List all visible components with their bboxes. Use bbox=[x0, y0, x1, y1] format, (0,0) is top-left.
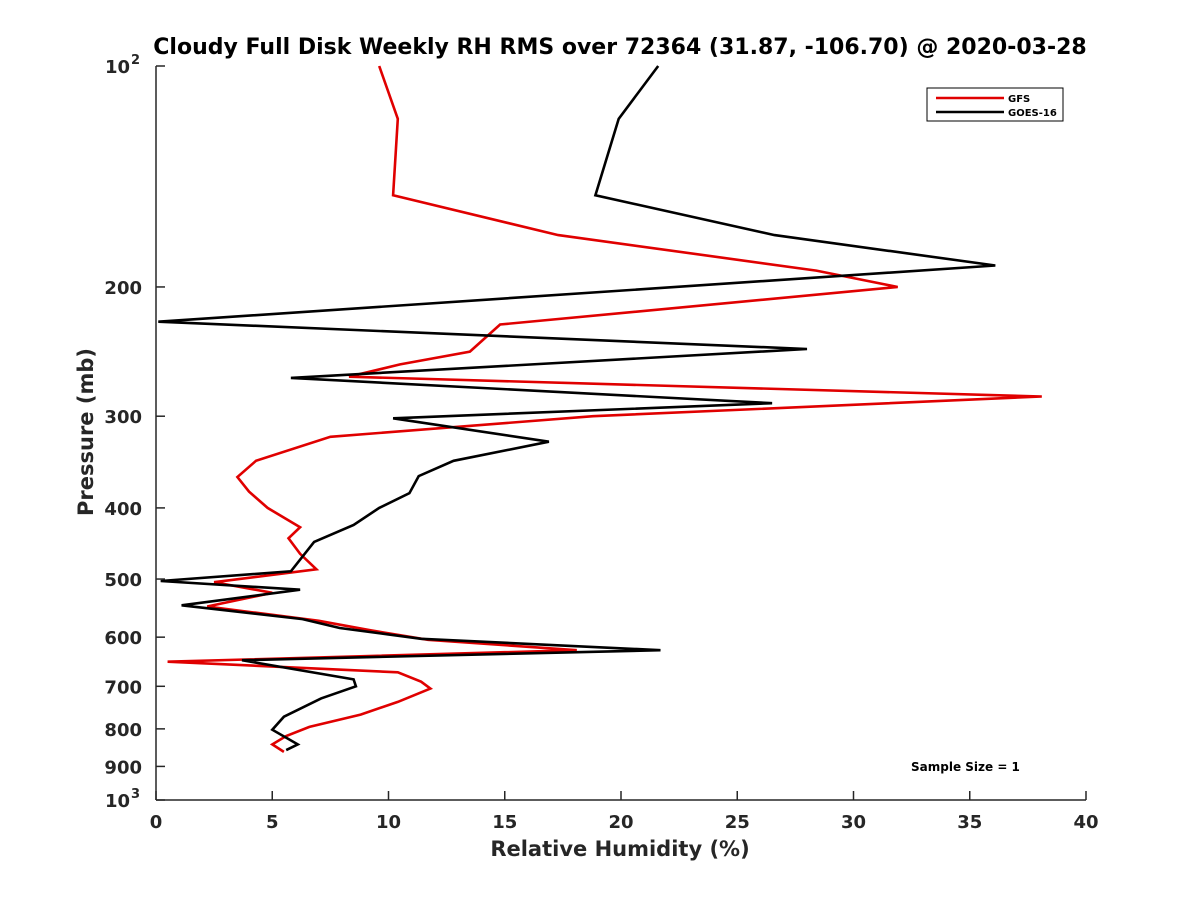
y-tick-label: 400 bbox=[104, 499, 142, 520]
x-tick-label: 0 bbox=[150, 812, 163, 833]
y-tick-label: 10 bbox=[105, 57, 130, 78]
legend-label-gfs: GFS bbox=[1008, 94, 1030, 105]
x-axis-label: Relative Humidity (%) bbox=[490, 837, 749, 861]
series-line-gfs bbox=[167, 65, 1042, 753]
plot-area: 0 5 10 15 20 25 30 35 40 10 220030040050060070080… bbox=[104, 53, 1098, 833]
y-axis-label: Pressure (mb) bbox=[74, 348, 98, 516]
legend-box bbox=[926, 87, 1064, 122]
y-tick-label: 300 bbox=[104, 407, 142, 428]
x-tick-label: 30 bbox=[841, 812, 866, 833]
y-tick-label: 500 bbox=[104, 570, 142, 591]
legend: GFS GOES-16 bbox=[926, 87, 1064, 122]
y-tick-label: 600 bbox=[104, 628, 142, 649]
x-tick-label: 5 bbox=[266, 812, 279, 833]
x-tick-label: 10 bbox=[376, 812, 401, 833]
sample-size-annotation: Sample Size = 1 bbox=[911, 760, 1020, 774]
series-layer bbox=[158, 65, 1042, 753]
legend-label-goes16: GOES-16 bbox=[1008, 108, 1057, 119]
y-tick-label: 800 bbox=[104, 720, 142, 741]
x-tick-label: 20 bbox=[608, 812, 633, 833]
x-tick-label: 15 bbox=[492, 812, 517, 833]
series-line-goes16 bbox=[158, 65, 996, 752]
x-tick-label: 40 bbox=[1073, 812, 1098, 833]
y-tick-label: 200 bbox=[104, 278, 142, 299]
y-tick-label: 10 bbox=[105, 791, 130, 812]
x-tick-label: 25 bbox=[725, 812, 750, 833]
y-tick-label: 700 bbox=[104, 677, 142, 698]
y-tick-label-exponent: 3 bbox=[131, 787, 140, 802]
x-tick-label: 35 bbox=[957, 812, 982, 833]
x-axis: 0 5 10 15 20 25 30 35 40 bbox=[150, 791, 1099, 833]
y-tick-label-exponent: 2 bbox=[131, 53, 140, 68]
chart-title: Cloudy Full Disk Weekly RH RMS over 7236… bbox=[153, 35, 1086, 60]
y-tick-label: 900 bbox=[104, 757, 142, 778]
